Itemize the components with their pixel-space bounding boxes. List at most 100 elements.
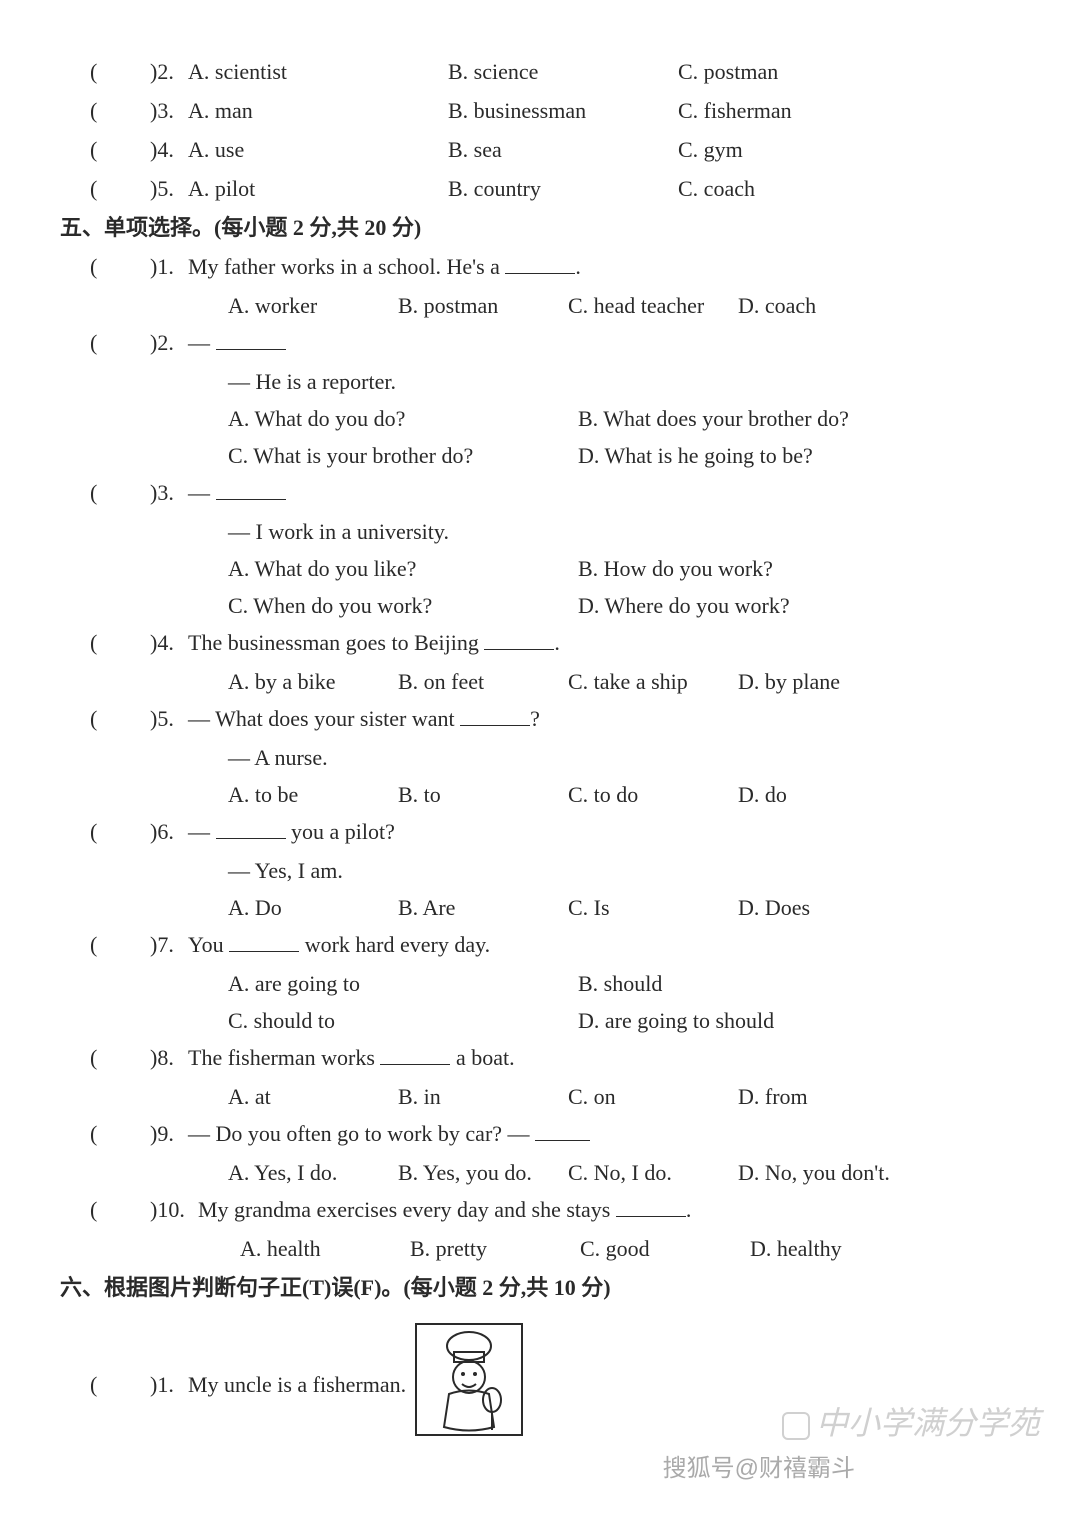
qnum: )1. (150, 250, 188, 283)
question-4: ( )4. The businessman goes to Beijing . (60, 626, 1020, 659)
stem-tail: ? (530, 706, 540, 731)
qnum: )4. (150, 626, 188, 659)
question-8: ( )8. The fisherman works a boat. (60, 1041, 1020, 1074)
opt-d: D. What is he going to be? (578, 439, 1020, 472)
q9-options: A. Yes, I do. B. Yes, you do. C. No, I d… (60, 1156, 1020, 1189)
opt-c: C. coach (678, 172, 868, 205)
vocab-row: ( )4. A. use B. sea C. gym (60, 133, 1020, 166)
qnum: )6. (150, 815, 188, 848)
opt-b: B. in (398, 1080, 568, 1113)
opt-d: D. do (738, 778, 1020, 811)
opt-a: A. man (188, 94, 448, 127)
blank[interactable] (505, 252, 575, 274)
qnum: )2. (150, 55, 188, 88)
opt-a: A. What do you do? (228, 402, 578, 435)
opt-c: C. take a ship (568, 665, 738, 698)
paren[interactable]: ( (60, 94, 150, 127)
blank[interactable] (616, 1195, 686, 1217)
stem-text: — (188, 819, 216, 844)
q2-cd: C. What is your brother do? D. What is h… (60, 439, 1020, 472)
paren[interactable]: ( (60, 55, 150, 88)
question-10: ( )10. My grandma exercises every day an… (60, 1193, 1020, 1226)
dash: — (188, 480, 216, 505)
stem-text: The businessman goes to Beijing (188, 630, 484, 655)
opt-a: A. are going to (228, 967, 578, 1000)
stem: — Do you often go to work by car? — (188, 1117, 1020, 1150)
paren[interactable]: ( (60, 476, 150, 509)
opt-a: A. health (240, 1232, 410, 1265)
opt-a: A. What do you like? (228, 552, 578, 585)
opt-b: B. pretty (410, 1232, 580, 1265)
opt-c: C. head teacher (568, 289, 738, 322)
qnum: )7. (150, 928, 188, 961)
opt-c: C. good (580, 1232, 750, 1265)
blank[interactable] (216, 478, 286, 500)
opt-c: C. on (568, 1080, 738, 1113)
vocab-section: ( )2. A. scientist B. science C. postman… (60, 55, 1020, 205)
qnum: )5. (150, 172, 188, 205)
question-2: ( )2. — (60, 326, 1020, 359)
opt-a: A. Yes, I do. (228, 1156, 398, 1189)
paren[interactable]: ( (60, 1117, 150, 1150)
question-7: ( )7. You work hard every day. (60, 928, 1020, 961)
qnum: )3. (150, 476, 188, 509)
vocab-row: ( )5. A. pilot B. country C. coach (60, 172, 1020, 205)
q2-ab: A. What do you do? B. What does your bro… (60, 402, 1020, 435)
opt-d: D. Does (738, 891, 1020, 924)
opt-d: D. coach (738, 289, 1020, 322)
watermark-brand: 中小学满分学苑 (782, 1399, 1040, 1447)
blank[interactable] (229, 930, 299, 952)
q7-ab: A. are going to B. should (60, 967, 1020, 1000)
qnum: )3. (150, 94, 188, 127)
opt-b: B. postman (398, 289, 568, 322)
q2-ans: — He is a reporter. (60, 365, 1020, 398)
blank[interactable] (216, 817, 286, 839)
blank[interactable] (380, 1043, 450, 1065)
question-1: ( )1. My father works in a school. He's … (60, 250, 1020, 283)
blank[interactable] (484, 628, 554, 650)
qnum: )4. (150, 133, 188, 166)
paren[interactable]: ( (60, 928, 150, 961)
q5-options: A. to be B. to C. to do D. do (60, 778, 1020, 811)
blank[interactable] (460, 704, 530, 726)
paren[interactable]: ( (60, 1193, 150, 1226)
stem-text: My grandma exercises every day and she s… (198, 1197, 616, 1222)
question-5: ( )5. — What does your sister want ? (60, 702, 1020, 735)
stem-text: My father works in a school. He's a (188, 254, 505, 279)
opt-c: C. Is (568, 891, 738, 924)
paren[interactable]: ( (60, 326, 150, 359)
options: A. pilot B. country C. coach (188, 172, 1020, 205)
opt-b: B. science (448, 55, 678, 88)
q3-ans: — I work in a university. (60, 515, 1020, 548)
paren[interactable]: ( (60, 815, 150, 848)
stem-tail: a boat. (450, 1045, 514, 1070)
paren[interactable]: ( (60, 626, 150, 659)
q6-ans: — Yes, I am. (60, 854, 1020, 887)
stem: — (188, 326, 1020, 359)
paren[interactable]: ( (60, 702, 150, 735)
opt-a: A. by a bike (228, 665, 398, 698)
opt-b: B. Yes, you do. (398, 1156, 568, 1189)
opt-b: B. should (578, 967, 1020, 1000)
paren[interactable]: ( (60, 133, 150, 166)
section-6-title: 六、根据图片判断句子正(T)误(F)。(每小题 2 分,共 10 分) (60, 1271, 1020, 1304)
stem: The businessman goes to Beijing . (188, 626, 1020, 659)
paren[interactable]: ( (60, 172, 150, 205)
blank[interactable] (535, 1119, 590, 1141)
blank[interactable] (216, 328, 286, 350)
paren[interactable]: ( (60, 250, 150, 283)
stem: You work hard every day. (188, 928, 1020, 961)
opt-a: A. worker (228, 289, 398, 322)
paren[interactable]: ( (60, 1041, 150, 1074)
opt-c: C. fisherman (678, 94, 868, 127)
opt-c: C. What is your brother do? (228, 439, 578, 472)
stem-tail: you a pilot? (286, 819, 395, 844)
options: A. man B. businessman C. fisherman (188, 94, 1020, 127)
stem: — What does your sister want ? (188, 702, 1020, 735)
q7-cd: C. should to D. are going to should (60, 1004, 1020, 1037)
opt-b: B. Are (398, 891, 568, 924)
stem: — (188, 476, 1020, 509)
paren[interactable]: ( (60, 1368, 150, 1401)
stem-text: — What does your sister want (188, 706, 460, 731)
q3-cd: C. When do you work? D. Where do you wor… (60, 589, 1020, 622)
